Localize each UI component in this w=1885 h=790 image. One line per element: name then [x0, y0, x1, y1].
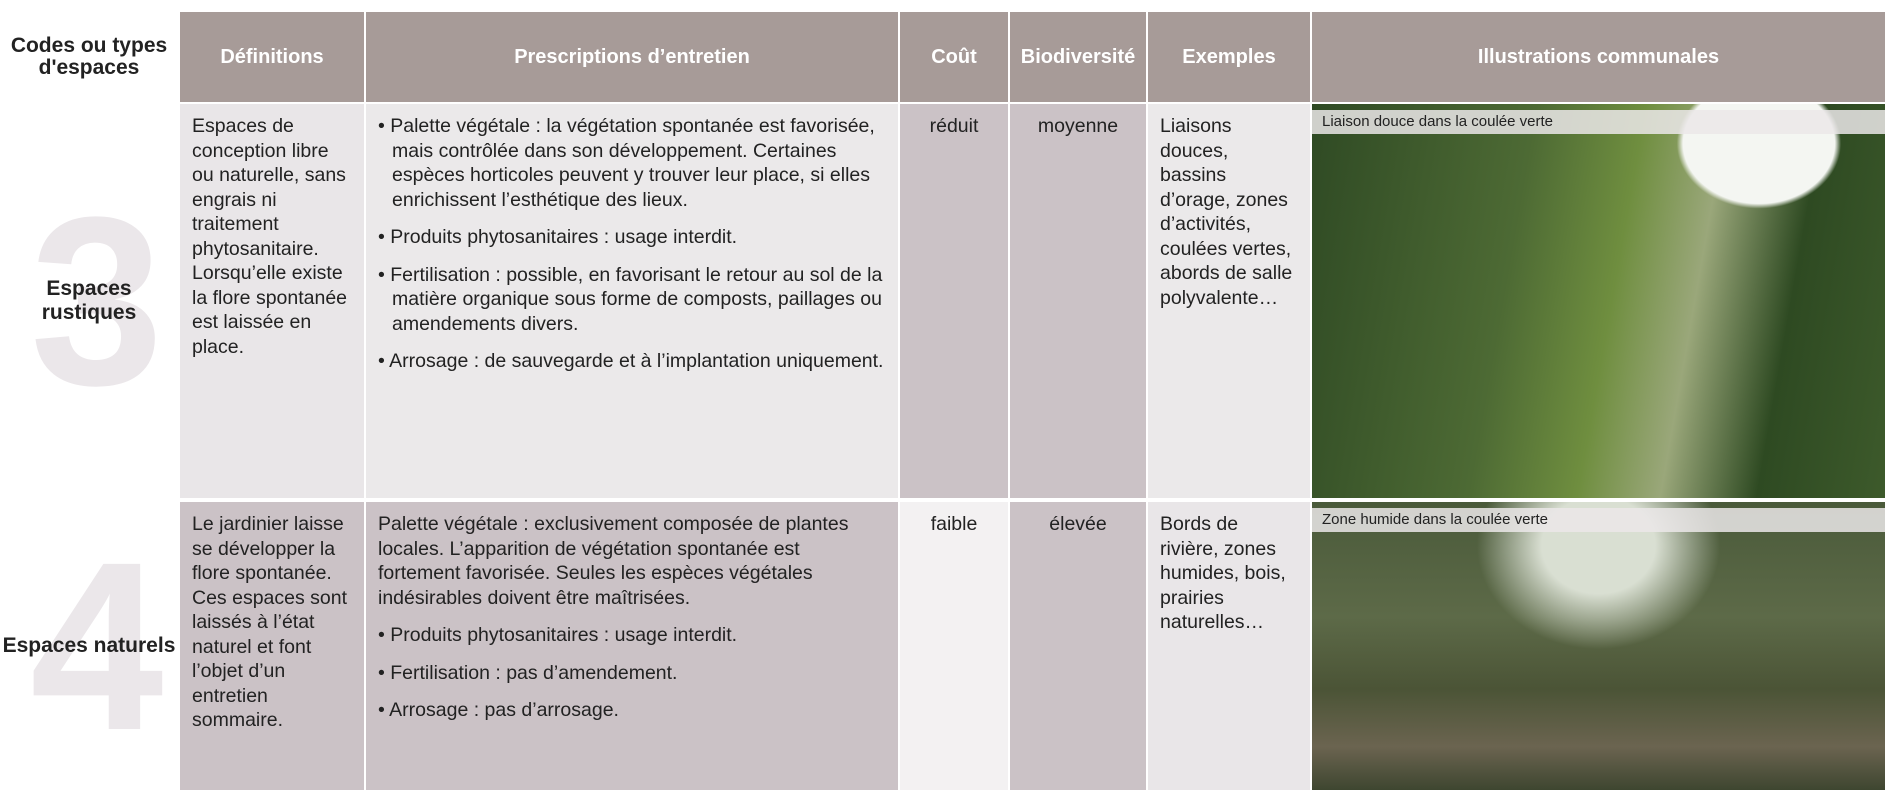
photo-caption: Liaison douce dans la coulée verte — [1312, 110, 1885, 134]
biodiversity: moyenne — [1010, 104, 1146, 498]
header-cell: Biodiversité — [1010, 12, 1146, 102]
header-cell: Prescriptions d’entretien — [366, 12, 898, 102]
prescription-item: • Fertilisation : possible, en favorisan… — [378, 263, 883, 335]
examples: Liaisons douces, bassins d’orage, zones … — [1148, 104, 1310, 498]
code-label: Espaces rustiques — [41, 277, 137, 324]
prescription-item: • Arrosage : de sauvegarde et à l’implan… — [378, 350, 884, 372]
prescription-item: • Fertilisation : pas d’amendement. — [378, 661, 678, 684]
examples: Bords de rivière, zones humides, bois, p… — [1148, 502, 1310, 790]
photo: Zone humide dans la coulée verte — [1312, 502, 1885, 790]
header-cell: Codes ou types d'espaces — [0, 12, 178, 102]
code-number: 4 — [30, 512, 164, 780]
prescription-item: • Produits phytosanitaires : usage inter… — [378, 624, 738, 646]
prescription-item: Palette végétale : exclusivement composé… — [378, 513, 849, 609]
photo: Liaison douce dans la coulée verte — [1312, 104, 1885, 498]
cost: réduit — [900, 104, 1008, 498]
prescription-item: • Produits phytosanitaires : usage inter… — [378, 226, 738, 248]
code-label: Espaces naturels — [2, 634, 176, 657]
cost: faible — [900, 502, 1008, 790]
code-cell: 3 Espaces rustiques — [0, 104, 178, 498]
prescriptions: Palette végétale : exclusivement composé… — [366, 502, 898, 790]
header-cell: Exemples — [1148, 12, 1310, 102]
prescription-item: • Palette végétale : la végétation spont… — [378, 115, 875, 211]
prescriptions: • Palette végétale : la végétation spont… — [366, 104, 898, 498]
header-cell: Illustrations communales — [1312, 12, 1885, 102]
header-cell: Coût — [900, 12, 1008, 102]
photo-caption: Zone humide dans la coulée verte — [1312, 508, 1885, 532]
biodiversity: élevée — [1010, 502, 1146, 790]
prescription-item: • Arrosage : pas d’arrosage. — [378, 699, 619, 721]
code-number: 3 — [30, 167, 164, 435]
header-cell: Définitions — [180, 12, 364, 102]
definition: Le jardinier laisse se développer la flo… — [180, 502, 364, 790]
definition: Espaces de conception libre ou naturelle… — [180, 104, 364, 498]
code-cell: 4 Espaces naturels — [0, 502, 178, 790]
